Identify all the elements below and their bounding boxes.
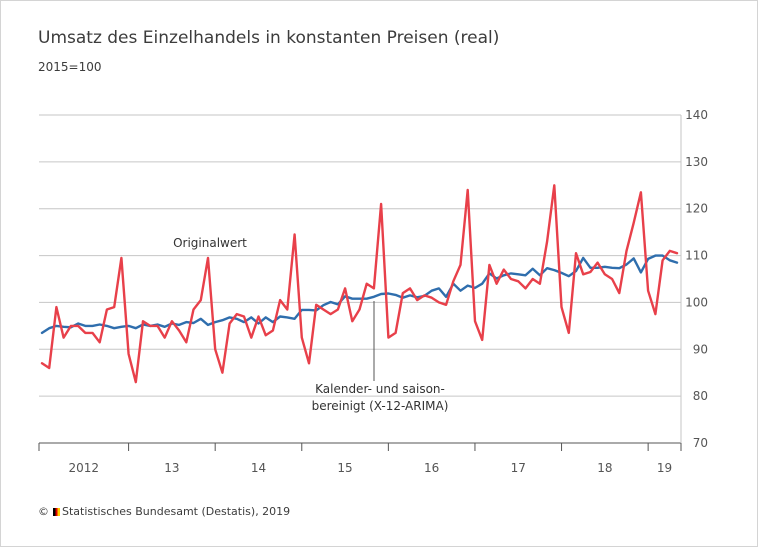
- x-tick-label: 19: [657, 461, 672, 475]
- series-lines: [40, 184, 679, 384]
- y-tick-label: 120: [685, 202, 708, 216]
- y-tick-labels: 70 80 90 100 110 120 130 140: [685, 108, 708, 450]
- y-tick-label: 110: [685, 249, 708, 263]
- x-tick-label: 13: [164, 461, 179, 475]
- chart-title: Umsatz des Einzelhandels in konstanten P…: [38, 28, 500, 48]
- annotation-adjusted-line-2: bereinigt (X-12-ARIMA): [312, 399, 449, 413]
- line-chart: 70 80 90 100 110 120 130 140 2012 13 14 15 16 17 18 19…: [38, 108, 708, 475]
- y-tick-label: 70: [693, 436, 708, 450]
- y-tick-label: 80: [693, 389, 708, 403]
- annotation-adjusted-line-1: Kalender- und saison-: [315, 382, 445, 396]
- y-tick-label: 140: [685, 108, 708, 122]
- y-tick-label: 100: [685, 295, 708, 309]
- x-tick-label: 16: [424, 461, 439, 475]
- y-tick-label: 130: [685, 155, 708, 169]
- chart-subtitle: 2015=100: [38, 60, 102, 74]
- copyright-symbol: ©: [38, 505, 49, 518]
- series-line-original: [40, 184, 679, 384]
- flag-icon: [53, 508, 60, 516]
- x-tick-label: 15: [337, 461, 352, 475]
- grid-lines: [39, 114, 681, 397]
- source-text: Statistisches Bundesamt (Destatis), 2019: [62, 505, 291, 518]
- x-tick-label: 14: [251, 461, 266, 475]
- x-tick-label: 17: [511, 461, 526, 475]
- annotations: Originalwert Kalender- und saison- berei…: [173, 236, 448, 413]
- x-axis: 2012 13 14 15 16 17 18 19: [38, 115, 682, 475]
- x-tick-label: 18: [597, 461, 612, 475]
- annotation-original: Originalwert: [173, 236, 247, 250]
- x-tick-label: 2012: [69, 461, 100, 475]
- source-footer: © Statistisches Bundesamt (Destatis), 201…: [38, 505, 290, 518]
- y-tick-label: 90: [693, 342, 708, 356]
